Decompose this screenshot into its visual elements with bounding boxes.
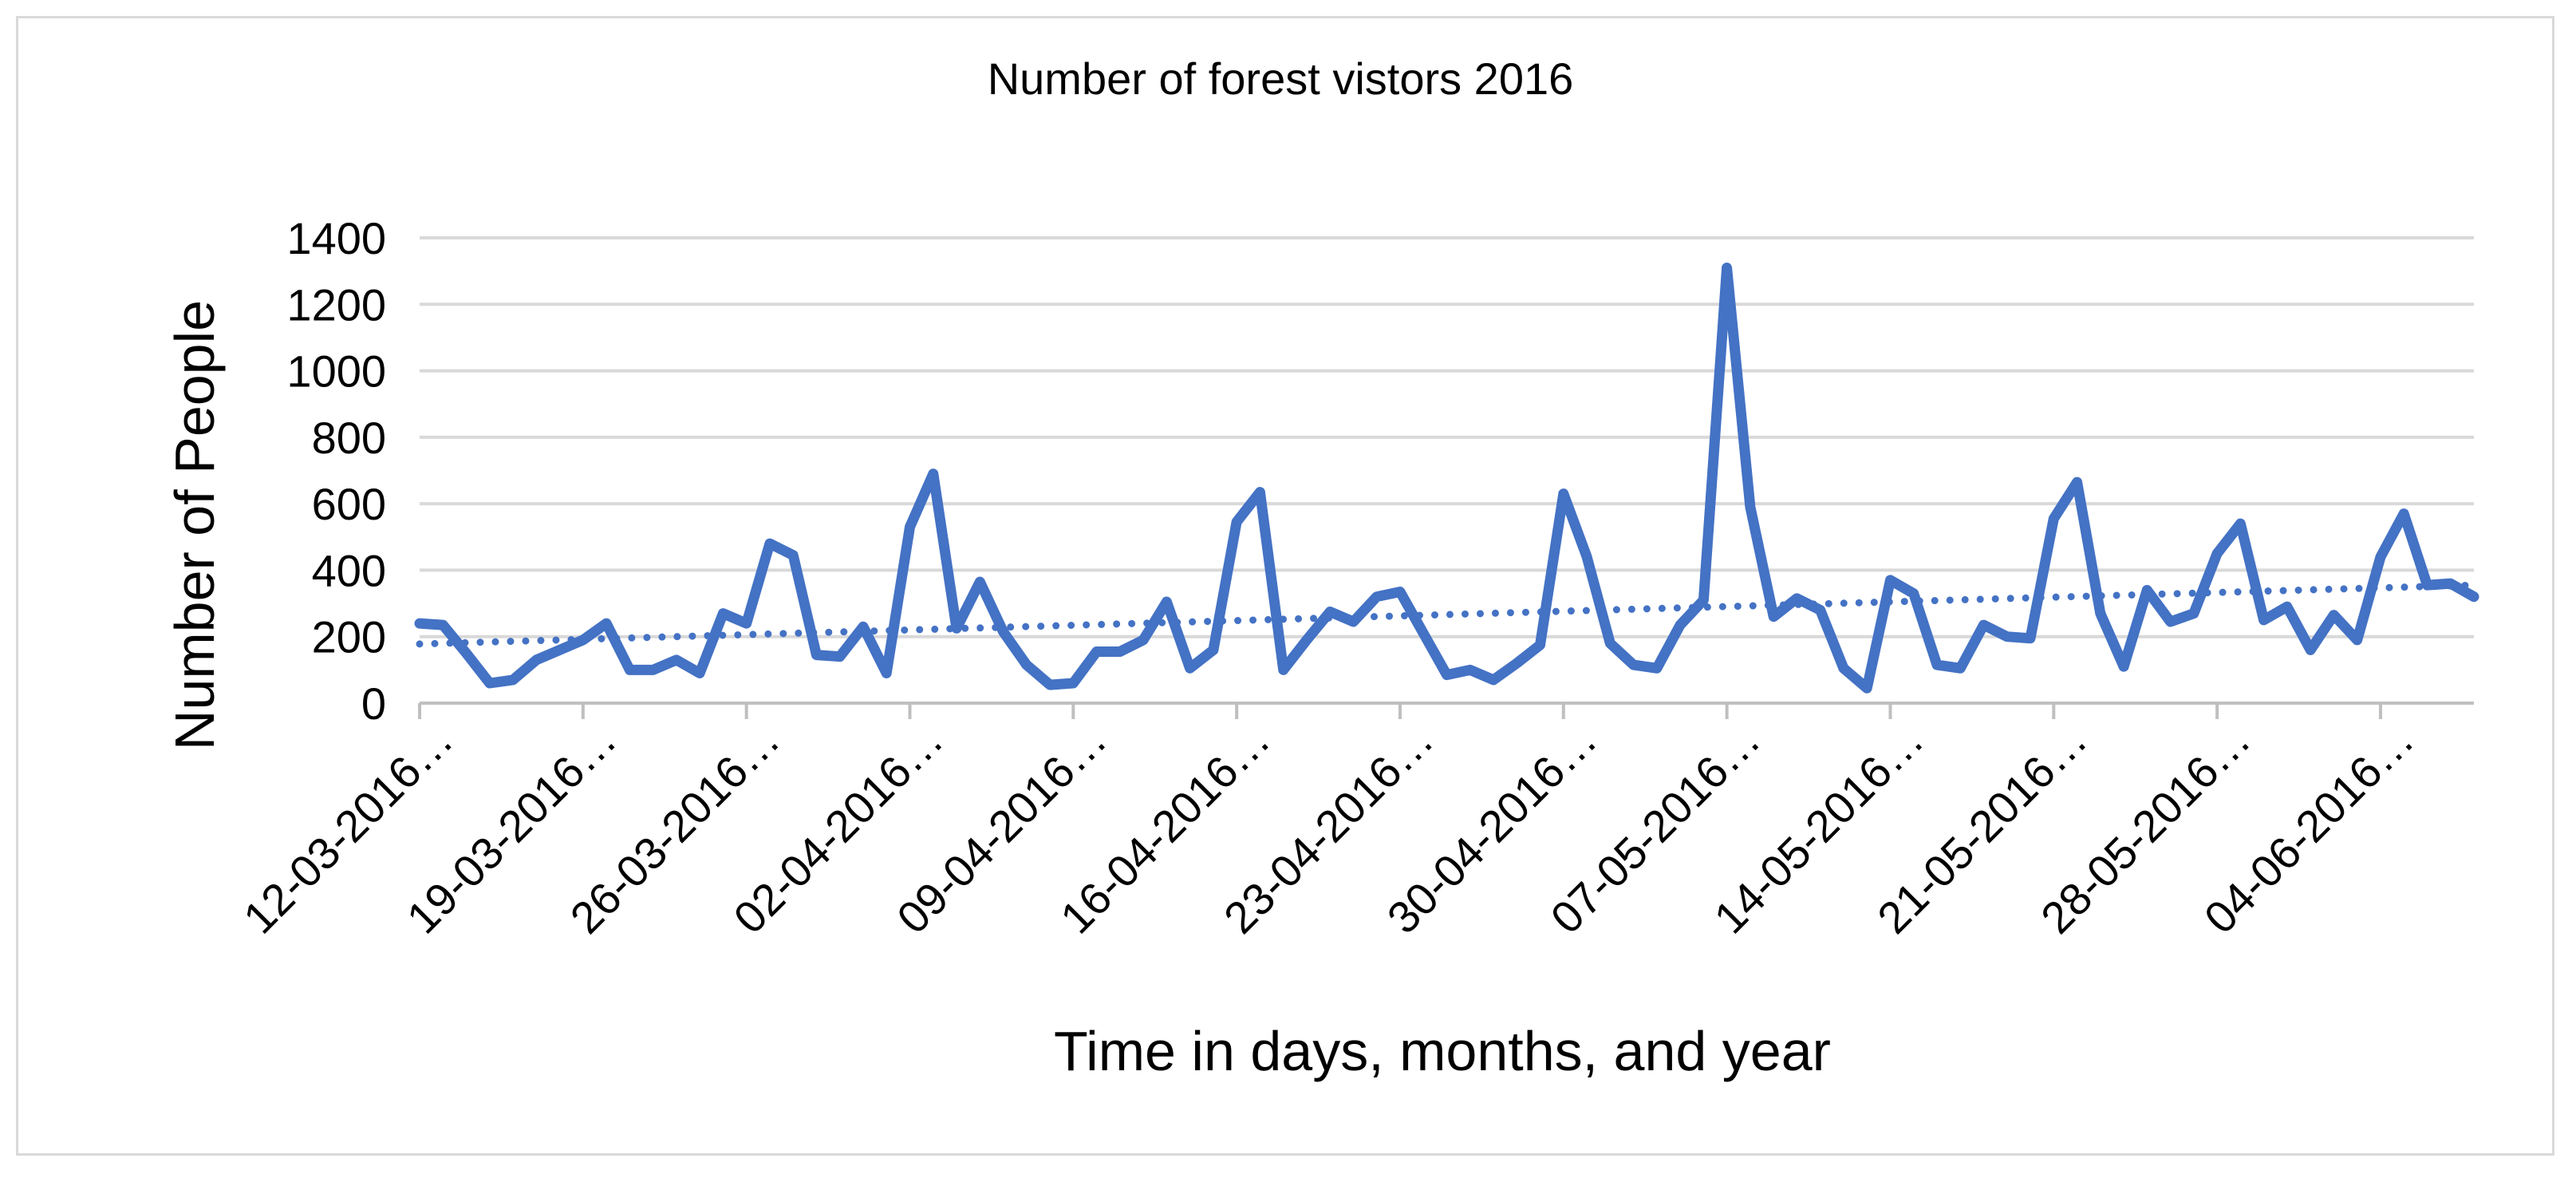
y-tick-label: 1000 [286,346,386,397]
y-axis-title: Number of People [164,300,226,750]
y-tick-labels: 0 200 400 600 800 1000 1200 1400 [286,213,386,729]
grid-lines [420,236,2474,638]
chart-frame: 0 200 400 600 800 1000 1200 1400 12-03-2016… 19-… [16,16,2554,1156]
trendline-layer [416,581,2478,648]
x-tick-labels: 12-03-2016…19-03-2016…26-03-2016…02-04-2… [234,714,2424,943]
trendline [416,581,2478,648]
y-tick-label: 400 [312,545,386,595]
x-axis-title: Time in days, months, and year [1054,1020,1831,1082]
axes [418,702,2474,719]
series-layer [414,263,2479,694]
y-tick-label: 800 [312,413,386,463]
y-tick-label: 600 [312,479,386,529]
y-tick-label: 1400 [286,213,386,263]
series-line [414,263,2479,694]
y-tick-label: 200 [312,612,386,662]
line-chart: 0 200 400 600 800 1000 1200 1400 12-03-2016…19-… [164,53,2479,1082]
y-tick-label: 1200 [286,279,386,330]
chart-title: Number of forest vistors 2016 [988,53,1574,104]
y-tick-label: 0 [361,678,386,729]
